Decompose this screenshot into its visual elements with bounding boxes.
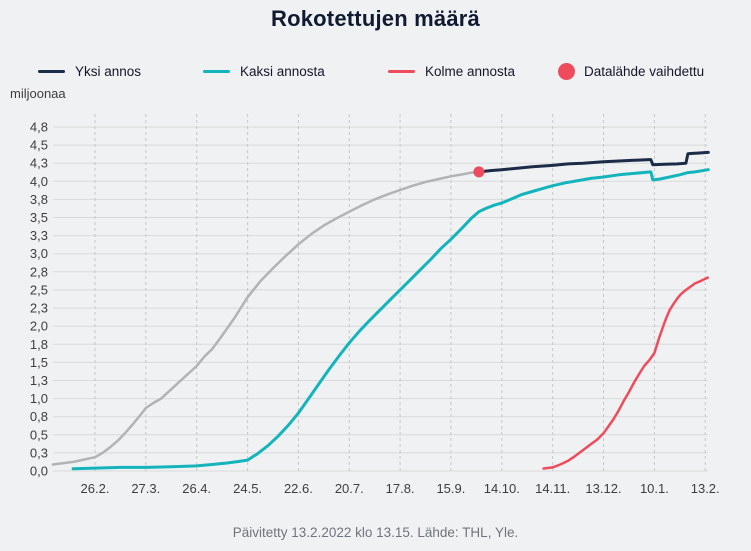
legend-line-icon [38, 69, 65, 73]
legend-label: Datalähde vaihdettu [584, 63, 705, 79]
x-tick-label: 13.12. [585, 481, 621, 496]
x-tick-label: 27.3. [131, 481, 160, 496]
x-tick-label: 14.11. [535, 481, 570, 496]
y-tick-label: 2,8 [30, 264, 48, 279]
x-tick-label: 10.1. [640, 481, 669, 496]
legend-label: Yksi annos [75, 63, 142, 79]
y-tick-label: 1,3 [30, 373, 48, 388]
x-tick-label: 22.6. [284, 481, 313, 496]
legend-item-datal-hde-vaihdettu: Datalähde vaihdettu [558, 60, 704, 82]
series-line-kolme-annosta [542, 276, 709, 470]
x-tick-label: 17.8. [386, 481, 415, 496]
series-line-yksi-annos-vanha-datal-hde- [51, 170, 481, 466]
source-caption: Päivitetty 13.2.2022 klo 13.15. Lähde: T… [232, 525, 519, 540]
y-tick-label: 0,5 [30, 427, 48, 442]
x-tick-label: 24.5. [233, 481, 262, 496]
y-tick-label: 3,0 [30, 246, 48, 261]
y-tick-label: 1,0 [30, 391, 48, 406]
y-tick-label: 2,5 [30, 282, 48, 297]
x-tick-label: 15.9. [436, 481, 465, 496]
legend-line-icon [388, 69, 415, 73]
y-tick-label: 0,8 [30, 409, 48, 424]
legend-item-yksi-annos: Yksi annos [38, 60, 141, 82]
x-tick-label: 26.4. [182, 481, 211, 496]
series-line-yksi-annos [477, 150, 710, 174]
y-tick-label: 1,5 [30, 355, 48, 370]
y-tick-label: 3,3 [30, 228, 48, 243]
legend-label: Kaksi annosta [240, 63, 325, 79]
y-tick-label: 0,0 [30, 464, 48, 479]
y-tick-label: 4,5 [30, 138, 48, 153]
legend-line-icon [203, 69, 230, 73]
y-tick-label: 4,8 [30, 120, 48, 135]
y-tick-label: 2,0 [30, 319, 48, 334]
y-tick-label: 4,0 [30, 174, 48, 189]
y-tick-label: 0,3 [30, 445, 48, 460]
y-tick-label: 3,5 [30, 210, 48, 225]
x-tick-label: 26.2. [81, 481, 110, 496]
legend-item-kolme-annosta: Kolme annosta [388, 60, 515, 82]
legend-dot-icon [558, 62, 575, 80]
series-line-kaksi-annosta [71, 168, 710, 471]
legend-item-kaksi-annosta: Kaksi annosta [203, 60, 325, 82]
x-tick-label: 13.2. [691, 481, 720, 496]
y-axis-unit-label: miljoonaa [10, 86, 66, 101]
legend-label: Kolme annosta [425, 63, 516, 79]
y-tick-label: 4,3 [30, 156, 48, 171]
x-tick-label: 20.7. [335, 481, 364, 496]
datasource-changed-marker-icon [473, 166, 485, 178]
x-tick-label: 14.10. [484, 481, 520, 496]
y-tick-label: 1,8 [30, 337, 48, 352]
y-tick-label: 2,3 [30, 301, 48, 316]
page-title: Rokotettujen määrä [271, 6, 480, 31]
chart-legend: Yksi annos Kaksi annosta Kolme annosta Data… [0, 60, 751, 82]
y-tick-label: 3,8 [30, 192, 48, 207]
